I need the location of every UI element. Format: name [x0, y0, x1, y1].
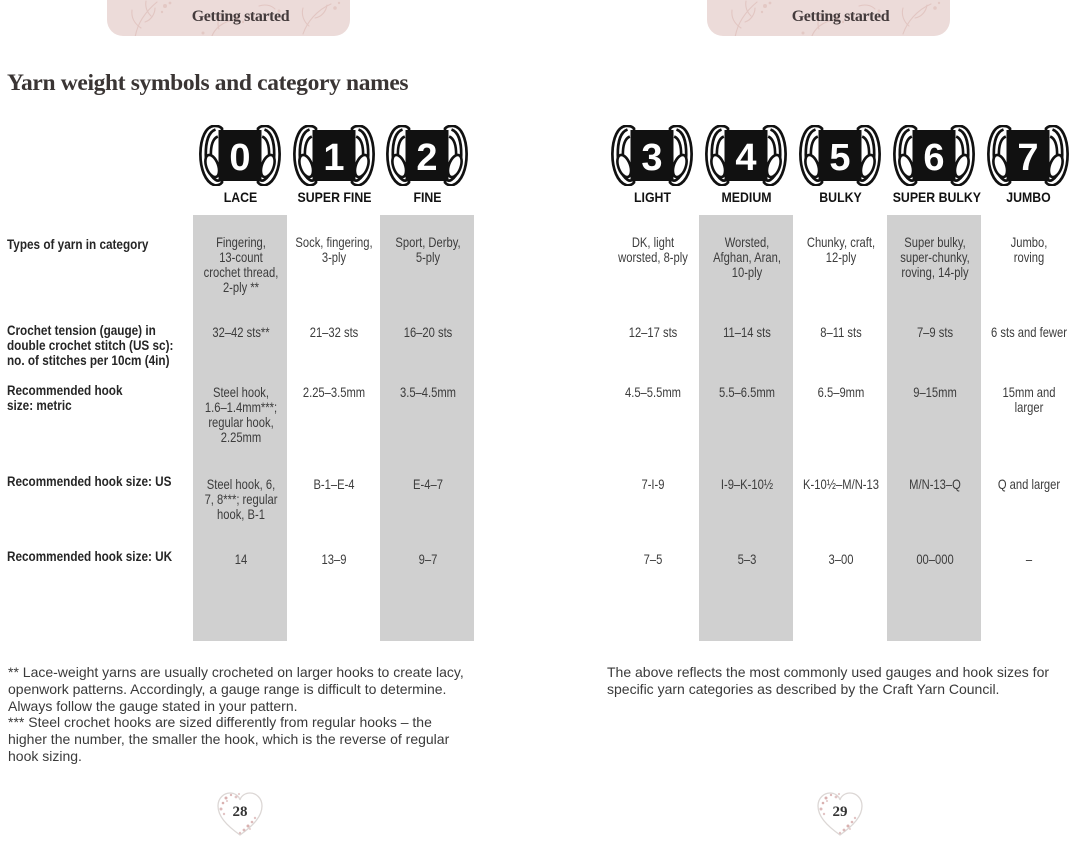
svg-text:7: 7: [1017, 137, 1038, 179]
svg-text:3: 3: [641, 137, 662, 179]
svg-text:1: 1: [323, 137, 344, 179]
svg-text:5: 5: [829, 137, 850, 179]
svg-text:0: 0: [229, 137, 250, 179]
svg-text:4: 4: [735, 137, 756, 179]
svg-text:6: 6: [923, 137, 944, 179]
svg-text:2: 2: [416, 137, 437, 179]
